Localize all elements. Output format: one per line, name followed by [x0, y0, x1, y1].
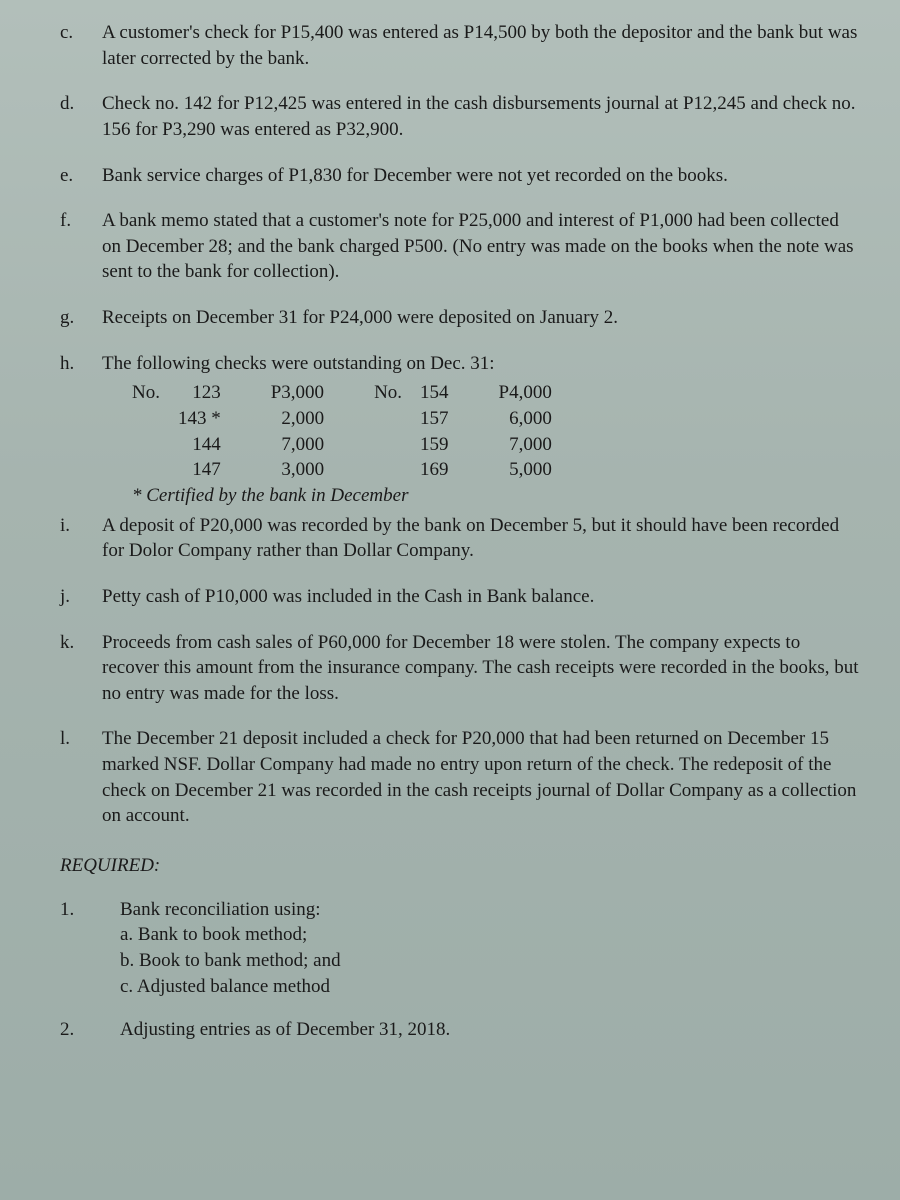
- cell: 147: [178, 457, 271, 483]
- text-c: A customer's check for P15,400 was enter…: [102, 20, 860, 71]
- cell: [374, 406, 420, 432]
- cell: P4,000: [499, 380, 602, 406]
- item-h: h. The following checks were outstanding…: [60, 351, 860, 509]
- document-page: c. A customer's check for P15,400 was en…: [0, 0, 900, 1200]
- cell: 2,000: [271, 406, 374, 432]
- marker-d: d.: [60, 91, 102, 142]
- text-k: Proceeds from cash sales of P60,000 for …: [102, 630, 860, 707]
- cell: No.: [132, 380, 178, 406]
- cell: [132, 457, 178, 483]
- required-1-body: Bank reconciliation using: a. Bank to bo…: [120, 897, 860, 1000]
- text-h-lead: The following checks were outstanding on…: [102, 351, 860, 377]
- text-d: Check no. 142 for P12,425 was entered in…: [102, 91, 860, 142]
- cell: 5,000: [499, 457, 602, 483]
- cell: 159: [420, 432, 499, 458]
- table-row: 144 7,000 159 7,000: [132, 432, 602, 458]
- item-i: i. A deposit of P20,000 was recorded by …: [60, 513, 860, 564]
- item-e: e. Bank service charges of P1,830 for De…: [60, 163, 860, 189]
- item-g: g. Receipts on December 31 for P24,000 w…: [60, 305, 860, 331]
- cell: 123: [178, 380, 271, 406]
- checks-table-wrap: No. 123 P3,000 No. 154 P4,000 143 * 2,00…: [102, 380, 860, 483]
- text-l: The December 21 deposit included a check…: [102, 726, 860, 829]
- marker-j: j.: [60, 584, 102, 610]
- text-e: Bank service charges of P1,830 for Decem…: [102, 163, 860, 189]
- required-heading: REQUIRED:: [60, 853, 860, 879]
- cell: P3,000: [271, 380, 374, 406]
- text-i: A deposit of P20,000 was recorded by the…: [102, 513, 860, 564]
- item-c: c. A customer's check for P15,400 was en…: [60, 20, 860, 71]
- cell: 157: [420, 406, 499, 432]
- required-1-c: c. Adjusted balance method: [120, 974, 860, 1000]
- body-h: The following checks were outstanding on…: [102, 351, 860, 509]
- table-row: No. 123 P3,000 No. 154 P4,000: [132, 380, 602, 406]
- cell: [374, 432, 420, 458]
- item-f: f. A bank memo stated that a customer's …: [60, 208, 860, 285]
- cell: [374, 457, 420, 483]
- required-2: 2. Adjusting entries as of December 31, …: [60, 1017, 860, 1043]
- cell: 3,000: [271, 457, 374, 483]
- marker-c: c.: [60, 20, 102, 71]
- cell: [132, 406, 178, 432]
- checks-table: No. 123 P3,000 No. 154 P4,000 143 * 2,00…: [132, 380, 602, 483]
- table-row: 143 * 2,000 157 6,000: [132, 406, 602, 432]
- marker-f: f.: [60, 208, 102, 285]
- marker-h: h.: [60, 351, 102, 509]
- cell: 7,000: [271, 432, 374, 458]
- cell: 6,000: [499, 406, 602, 432]
- required-1-marker: 1.: [60, 897, 120, 1000]
- required-2-text: Adjusting entries as of December 31, 201…: [120, 1017, 860, 1043]
- marker-i: i.: [60, 513, 102, 564]
- cell: 154: [420, 380, 499, 406]
- marker-l: l.: [60, 726, 102, 829]
- text-h-cert: * Certified by the bank in December: [132, 483, 860, 509]
- text-j: Petty cash of P10,000 was included in th…: [102, 584, 860, 610]
- required-1: 1. Bank reconciliation using: a. Bank to…: [60, 897, 860, 1000]
- cell: 7,000: [499, 432, 602, 458]
- item-l: l. The December 21 deposit included a ch…: [60, 726, 860, 829]
- marker-e: e.: [60, 163, 102, 189]
- required-1-a: a. Bank to book method;: [120, 922, 860, 948]
- text-f: A bank memo stated that a customer's not…: [102, 208, 860, 285]
- table-row: 147 3,000 169 5,000: [132, 457, 602, 483]
- text-g: Receipts on December 31 for P24,000 were…: [102, 305, 860, 331]
- item-d: d. Check no. 142 for P12,425 was entered…: [60, 91, 860, 142]
- required-2-marker: 2.: [60, 1017, 120, 1043]
- item-k: k. Proceeds from cash sales of P60,000 f…: [60, 630, 860, 707]
- marker-k: k.: [60, 630, 102, 707]
- cell: 143 *: [178, 406, 271, 432]
- required-1-b: b. Book to bank method; and: [120, 948, 860, 974]
- cell: 144: [178, 432, 271, 458]
- required-1-lead: Bank reconciliation using:: [120, 897, 860, 923]
- cell: [132, 432, 178, 458]
- marker-g: g.: [60, 305, 102, 331]
- cell: 169: [420, 457, 499, 483]
- cell: No.: [374, 380, 420, 406]
- item-j: j. Petty cash of P10,000 was included in…: [60, 584, 860, 610]
